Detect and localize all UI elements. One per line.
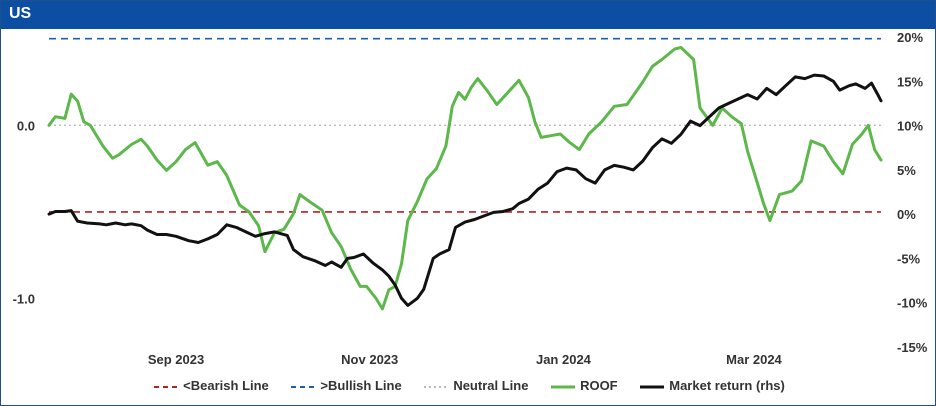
legend-swatch-roof: [551, 385, 576, 389]
series-line-market-return: [47, 73, 883, 307]
x-tick-label: Sep 2023: [148, 352, 204, 367]
legend-item-neutral: Neutral Line: [423, 378, 528, 393]
legend-label-neutral: Neutral Line: [453, 378, 529, 393]
legend-swatch-bullish: [291, 385, 316, 388]
chart-title: US: [9, 5, 32, 22]
x-tick-label: Mar 2024: [726, 352, 782, 367]
legend-swatch-market: [640, 385, 665, 389]
legend-swatch-bearish: [154, 385, 179, 388]
legend-item-bearish: <Bearish Line: [153, 378, 269, 393]
y-right-tick-label: 5%: [897, 163, 916, 178]
legend-label-bearish: <Bearish Line: [183, 378, 269, 393]
y-right-tick-label: -15%: [897, 340, 928, 355]
legend-label-bullish: >Bullish Line: [320, 378, 402, 393]
legend-label-market: Market return (rhs): [669, 378, 785, 393]
y-right-tick-label: 10%: [897, 119, 923, 134]
y-right-tick-label: 15%: [897, 74, 923, 89]
x-tick-label: Jan 2024: [536, 352, 592, 367]
y-right-tick-label: 20%: [897, 30, 923, 45]
y-right-tick-label: -5%: [897, 251, 921, 266]
legend-label-roof: ROOF: [580, 378, 618, 393]
legend-swatch-neutral: [424, 385, 449, 388]
y-left-tick-label: 0.0: [17, 118, 35, 133]
chart-svg: 0.0 -1.0 20% 15% 10% 5% 0% -5% -10% -15% Sep 2023 N…: [13, 30, 928, 367]
y-right-tick-label: -10%: [897, 296, 928, 311]
series-line-roof: [47, 45, 883, 311]
legend-item-roof: ROOF: [550, 378, 618, 393]
y-left-tick-label: -1.0: [13, 292, 35, 307]
legend-item-market: Market return (rhs): [639, 378, 785, 393]
y-right-tick-label: 0%: [897, 207, 916, 222]
legend: <Bearish Line >Bullish Line Neutral Line…: [1, 378, 936, 393]
x-tick-label: Nov 2023: [341, 352, 398, 367]
legend-item-bullish: >Bullish Line: [290, 378, 402, 393]
title-bar: US: [1, 1, 935, 29]
